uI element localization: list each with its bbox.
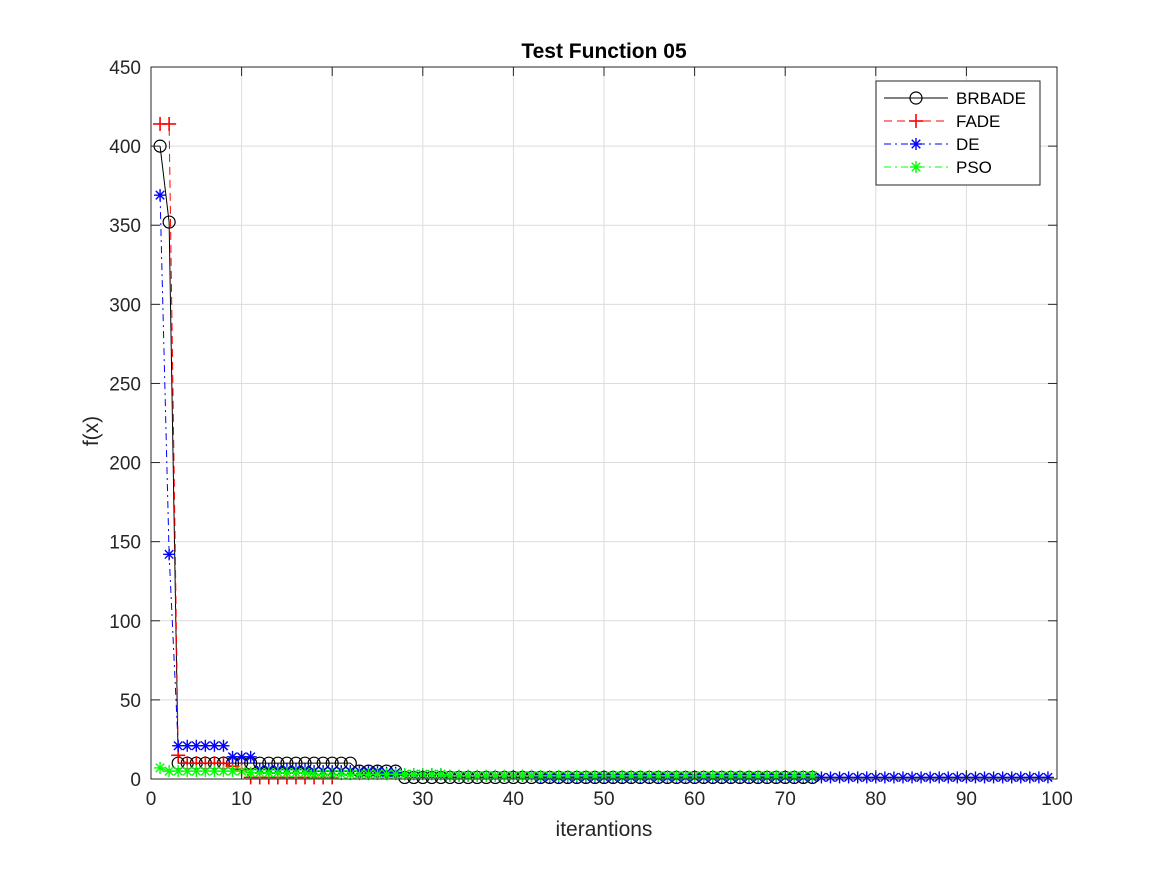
y-tick-label: 250 [109, 374, 141, 395]
data-point [308, 768, 321, 781]
y-axis-title: f(x) [80, 416, 103, 446]
x-tick-label: 10 [231, 789, 252, 810]
data-point [915, 771, 928, 784]
data-point [162, 215, 176, 229]
x-tick-label: 80 [865, 789, 886, 810]
x-tick-label: 0 [146, 789, 157, 810]
y-tick-label: 50 [120, 691, 141, 712]
data-point [842, 771, 855, 784]
legend-marker [910, 138, 922, 150]
y-tick-label: 150 [109, 533, 141, 554]
x-axis-title: iterantions [556, 818, 653, 841]
legend-marker [909, 114, 923, 128]
legend-label: FADE [956, 112, 1000, 131]
y-tick-label: 300 [109, 295, 141, 316]
data-point [344, 768, 357, 781]
chart-title: Test Function 05 [521, 40, 687, 63]
legend-label: BRBADE [956, 89, 1026, 108]
data-point [878, 771, 891, 784]
x-tick-label: 90 [956, 789, 977, 810]
legend: BRBADE FADE DE PSO [875, 80, 1041, 186]
y-tick-label: 200 [109, 454, 141, 475]
legend-marker [910, 161, 922, 173]
y-tick-label: 450 [109, 58, 141, 79]
data-point [244, 750, 257, 763]
data-point [924, 771, 937, 784]
x-tick-label: 30 [412, 789, 433, 810]
y-tick-label: 100 [109, 612, 141, 633]
data-point [362, 768, 375, 781]
legend-marker [909, 91, 923, 105]
data-point [181, 739, 194, 752]
x-tick-label: 60 [684, 789, 705, 810]
y-tick-label: 0 [130, 770, 141, 791]
data-point [154, 189, 167, 202]
series-group [153, 116, 1054, 785]
legend-item-brbade: BRBADE [884, 89, 1026, 108]
y-tick-label: 400 [109, 137, 141, 158]
legend-item-fade: FADE [884, 112, 1000, 131]
data-point [154, 761, 167, 774]
legend-label: DE [956, 135, 980, 154]
data-point [199, 739, 212, 752]
data-point [299, 766, 312, 779]
axis-ticks: 0 10 20 30 40 50 60 70 80 90 100 0 50 100 150 200 250 300… [109, 58, 1073, 810]
series-line-brbade [159, 146, 813, 778]
data-point [896, 771, 909, 784]
x-tick-label: 100 [1041, 789, 1073, 810]
x-tick-label: 40 [503, 789, 524, 810]
data-point [1005, 771, 1018, 784]
series-fade [153, 116, 340, 785]
legend-item-de: DE [884, 135, 980, 154]
data-point [371, 768, 384, 781]
series-line-fade [160, 123, 333, 778]
series-brbade [153, 139, 819, 785]
legend-item-pso: PSO [884, 158, 992, 177]
y-tick-label: 350 [109, 216, 141, 237]
x-tick-label: 20 [322, 789, 343, 810]
data-point [806, 769, 819, 782]
x-tick-label: 70 [775, 789, 796, 810]
data-point [987, 771, 1000, 784]
data-point [163, 548, 176, 561]
data-point [1041, 771, 1054, 784]
data-point [434, 768, 447, 781]
data-point [217, 739, 230, 752]
data-point [162, 116, 177, 131]
data-point [942, 771, 955, 784]
data-point [317, 768, 330, 781]
legend-label: PSO [956, 158, 992, 177]
x-tick-label: 50 [593, 789, 614, 810]
data-point [860, 771, 873, 784]
